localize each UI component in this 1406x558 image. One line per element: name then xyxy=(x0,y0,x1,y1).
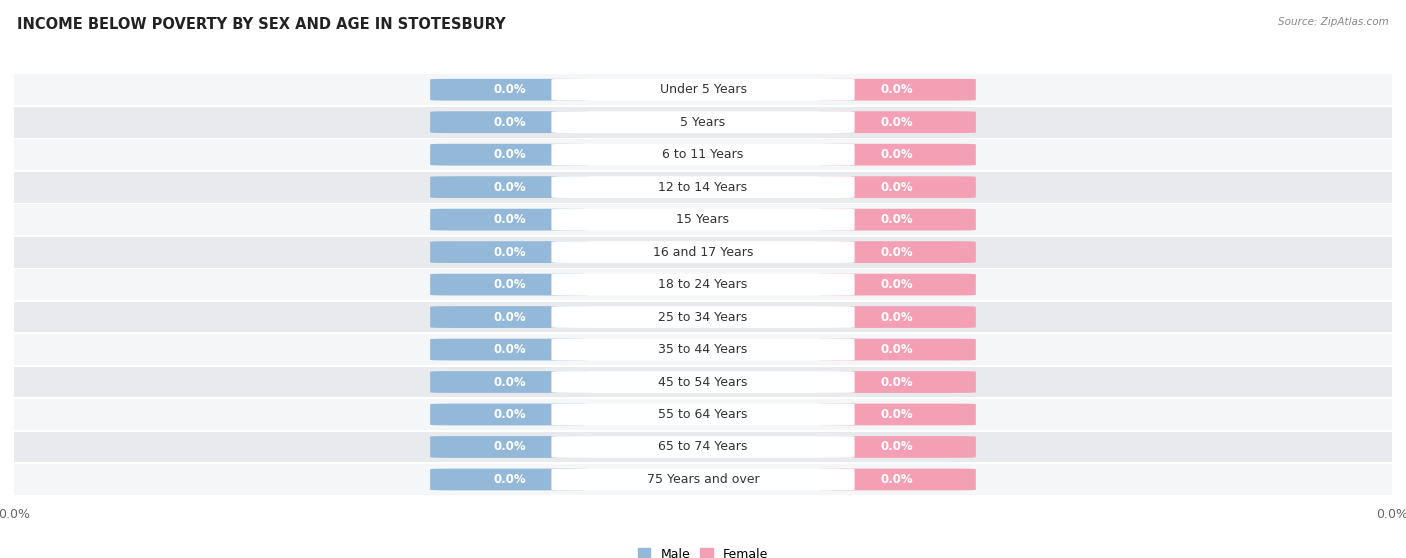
FancyBboxPatch shape xyxy=(551,306,855,328)
FancyBboxPatch shape xyxy=(817,111,976,133)
FancyBboxPatch shape xyxy=(551,469,855,490)
FancyBboxPatch shape xyxy=(551,79,855,100)
Bar xyxy=(14,302,1392,333)
Text: Under 5 Years: Under 5 Years xyxy=(659,83,747,96)
Text: 0.0%: 0.0% xyxy=(880,343,912,356)
FancyBboxPatch shape xyxy=(551,403,855,425)
FancyBboxPatch shape xyxy=(430,176,589,198)
Text: 0.0%: 0.0% xyxy=(494,343,526,356)
FancyBboxPatch shape xyxy=(817,371,976,393)
FancyBboxPatch shape xyxy=(430,339,589,360)
Bar xyxy=(14,464,1392,495)
Text: 0.0%: 0.0% xyxy=(494,181,526,194)
FancyBboxPatch shape xyxy=(430,273,589,295)
FancyBboxPatch shape xyxy=(551,209,855,230)
Bar xyxy=(14,399,1392,430)
Legend: Male, Female: Male, Female xyxy=(633,542,773,558)
Bar xyxy=(14,107,1392,138)
FancyBboxPatch shape xyxy=(551,436,855,458)
Text: 65 to 74 Years: 65 to 74 Years xyxy=(658,440,748,454)
Text: 0.0%: 0.0% xyxy=(880,83,912,96)
FancyBboxPatch shape xyxy=(817,436,976,458)
Text: 0.0%: 0.0% xyxy=(880,213,912,226)
Bar xyxy=(14,431,1392,463)
Text: 55 to 64 Years: 55 to 64 Years xyxy=(658,408,748,421)
Bar xyxy=(14,269,1392,300)
Bar xyxy=(14,237,1392,267)
FancyBboxPatch shape xyxy=(430,111,589,133)
FancyBboxPatch shape xyxy=(551,371,855,393)
Text: 15 Years: 15 Years xyxy=(676,213,730,226)
Text: 0.0%: 0.0% xyxy=(494,148,526,161)
Text: 18 to 24 Years: 18 to 24 Years xyxy=(658,278,748,291)
FancyBboxPatch shape xyxy=(817,79,976,100)
FancyBboxPatch shape xyxy=(430,306,589,328)
FancyBboxPatch shape xyxy=(430,403,589,425)
Bar xyxy=(14,334,1392,365)
Text: 0.0%: 0.0% xyxy=(880,278,912,291)
Text: 0.0%: 0.0% xyxy=(494,116,526,129)
Text: 0.0%: 0.0% xyxy=(494,246,526,258)
Text: 0.0%: 0.0% xyxy=(494,278,526,291)
Bar xyxy=(14,140,1392,170)
FancyBboxPatch shape xyxy=(430,144,589,166)
Text: 0.0%: 0.0% xyxy=(494,440,526,454)
FancyBboxPatch shape xyxy=(430,371,589,393)
Text: INCOME BELOW POVERTY BY SEX AND AGE IN STOTESBURY: INCOME BELOW POVERTY BY SEX AND AGE IN S… xyxy=(17,17,506,32)
Text: 0.0%: 0.0% xyxy=(880,116,912,129)
Text: 16 and 17 Years: 16 and 17 Years xyxy=(652,246,754,258)
FancyBboxPatch shape xyxy=(817,241,976,263)
Text: 0.0%: 0.0% xyxy=(494,213,526,226)
FancyBboxPatch shape xyxy=(430,469,589,490)
Bar xyxy=(14,172,1392,203)
FancyBboxPatch shape xyxy=(551,176,855,198)
FancyBboxPatch shape xyxy=(817,144,976,166)
FancyBboxPatch shape xyxy=(817,273,976,295)
Text: 0.0%: 0.0% xyxy=(880,181,912,194)
Text: 0.0%: 0.0% xyxy=(880,440,912,454)
Text: Source: ZipAtlas.com: Source: ZipAtlas.com xyxy=(1278,17,1389,27)
FancyBboxPatch shape xyxy=(430,241,589,263)
FancyBboxPatch shape xyxy=(430,79,589,100)
Text: 0.0%: 0.0% xyxy=(494,311,526,324)
Text: 0.0%: 0.0% xyxy=(880,473,912,486)
FancyBboxPatch shape xyxy=(551,339,855,360)
Text: 0.0%: 0.0% xyxy=(880,376,912,388)
FancyBboxPatch shape xyxy=(430,209,589,230)
Text: 25 to 34 Years: 25 to 34 Years xyxy=(658,311,748,324)
Text: 0.0%: 0.0% xyxy=(880,311,912,324)
FancyBboxPatch shape xyxy=(551,273,855,295)
Bar xyxy=(14,367,1392,397)
FancyBboxPatch shape xyxy=(430,436,589,458)
Text: 0.0%: 0.0% xyxy=(494,376,526,388)
FancyBboxPatch shape xyxy=(817,176,976,198)
FancyBboxPatch shape xyxy=(817,339,976,360)
Bar xyxy=(14,204,1392,235)
FancyBboxPatch shape xyxy=(551,111,855,133)
Text: 0.0%: 0.0% xyxy=(880,246,912,258)
Text: 5 Years: 5 Years xyxy=(681,116,725,129)
FancyBboxPatch shape xyxy=(551,144,855,166)
FancyBboxPatch shape xyxy=(817,469,976,490)
Text: 0.0%: 0.0% xyxy=(494,83,526,96)
Bar xyxy=(14,74,1392,105)
FancyBboxPatch shape xyxy=(817,306,976,328)
Text: 0.0%: 0.0% xyxy=(494,408,526,421)
Text: 35 to 44 Years: 35 to 44 Years xyxy=(658,343,748,356)
Text: 0.0%: 0.0% xyxy=(880,408,912,421)
Text: 0.0%: 0.0% xyxy=(880,148,912,161)
Text: 45 to 54 Years: 45 to 54 Years xyxy=(658,376,748,388)
Text: 0.0%: 0.0% xyxy=(494,473,526,486)
Text: 75 Years and over: 75 Years and over xyxy=(647,473,759,486)
FancyBboxPatch shape xyxy=(551,241,855,263)
Text: 6 to 11 Years: 6 to 11 Years xyxy=(662,148,744,161)
Text: 12 to 14 Years: 12 to 14 Years xyxy=(658,181,748,194)
FancyBboxPatch shape xyxy=(817,403,976,425)
FancyBboxPatch shape xyxy=(817,209,976,230)
